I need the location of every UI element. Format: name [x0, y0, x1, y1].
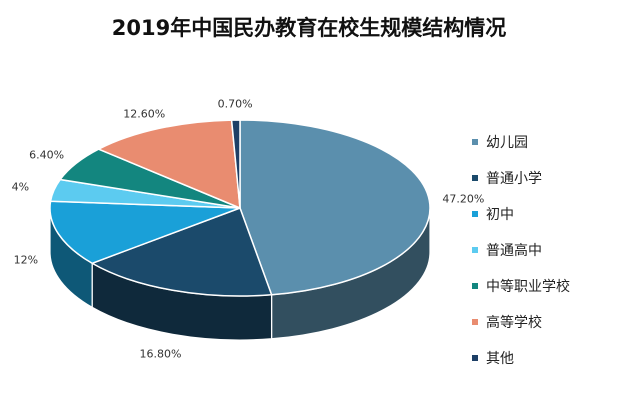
pie-slice-6	[230, 119, 241, 209]
data-label: 6.40%	[29, 148, 65, 162]
legend-swatch	[472, 175, 478, 181]
legend-item: 普通高中	[472, 232, 570, 268]
data-label: 47.20%	[442, 192, 485, 206]
legend-swatch	[472, 211, 478, 217]
legend: 幼儿园普通小学初中普通高中中等职业学校 高等学校其他	[472, 124, 570, 376]
data-label: 4%	[11, 180, 30, 194]
legend-swatch	[472, 355, 478, 361]
data-label: 12%	[13, 253, 39, 267]
legend-swatch	[472, 139, 478, 145]
legend-label: 其他	[486, 351, 514, 367]
pie-slice-5	[96, 119, 241, 210]
legend-item: 高等学校	[472, 304, 570, 340]
data-label: 16.80%	[139, 347, 182, 361]
pie-slice-1	[90, 207, 273, 297]
legend-item: 中等职业学校	[472, 268, 570, 304]
legend-swatch	[472, 283, 478, 289]
legend-label: 普通高中	[486, 243, 542, 259]
legend-label: 普通小学	[486, 171, 542, 187]
legend-swatch	[472, 247, 478, 253]
legend-label: 初中	[486, 207, 514, 223]
legend-label: 高等学校	[486, 315, 542, 331]
legend-item: 普通小学	[472, 160, 570, 196]
legend-item: 其他	[472, 340, 570, 376]
legend-item: 幼儿园	[472, 124, 570, 160]
pie-slice-0	[239, 119, 431, 296]
pie-slice-2	[49, 200, 241, 265]
data-label: 0.70%	[217, 97, 253, 111]
data-label: 12.60%	[123, 107, 166, 121]
chart-title: 2019年中国民办教育在校生规模结构情况	[111, 16, 507, 40]
legend-item: 初中	[472, 196, 570, 232]
legend-label: 幼儿园	[486, 135, 528, 151]
legend-swatch	[472, 319, 478, 325]
legend-label: 中等职业学校	[486, 279, 570, 295]
